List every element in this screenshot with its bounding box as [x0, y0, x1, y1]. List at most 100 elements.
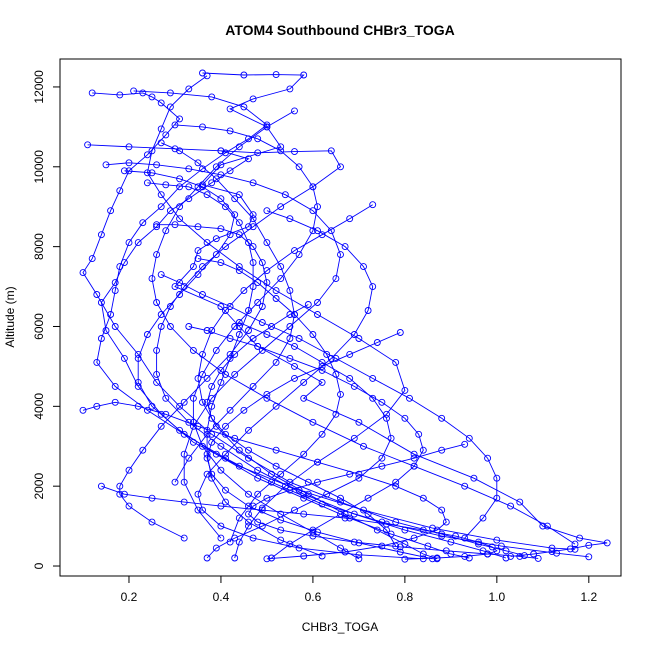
data-point	[231, 554, 239, 562]
data-point	[180, 430, 188, 438]
data-point	[102, 161, 110, 169]
y-axis-label: Altitude (m)	[3, 286, 17, 347]
data-point	[571, 545, 579, 553]
data-point	[189, 394, 197, 402]
data-point	[254, 466, 262, 474]
data-point	[369, 374, 377, 382]
y-tick-label: 0	[32, 562, 46, 569]
data-point	[217, 366, 225, 374]
data-point	[157, 139, 165, 147]
series-7	[120, 167, 473, 562]
data-point	[153, 223, 161, 231]
series-10	[102, 159, 344, 542]
data-point	[153, 370, 161, 378]
x-tick-label: 1.2	[580, 590, 597, 604]
data-point	[235, 538, 243, 546]
data-point	[419, 446, 427, 454]
data-point	[383, 414, 390, 422]
data-point	[235, 446, 243, 454]
data-point	[185, 195, 193, 203]
data-point	[369, 394, 377, 402]
data-point	[373, 526, 381, 534]
data-point	[194, 223, 202, 231]
data-point	[516, 552, 524, 560]
data-point	[245, 454, 252, 462]
data-point	[263, 555, 271, 563]
data-point	[286, 85, 294, 93]
data-point	[199, 506, 206, 514]
data-point	[286, 215, 294, 223]
data-point	[134, 378, 142, 386]
data-point	[272, 358, 280, 366]
data-point	[217, 303, 225, 310]
data-point	[548, 548, 556, 556]
data-point	[203, 72, 211, 80]
chart-title: ATOM4 Southbound CHBr3_TOGA	[225, 22, 454, 38]
data-point	[249, 534, 257, 542]
data-point	[332, 370, 340, 378]
data-point	[277, 147, 285, 155]
data-point	[176, 402, 184, 410]
data-point	[125, 143, 133, 151]
data-point	[484, 454, 492, 462]
data-point	[378, 462, 386, 470]
data-point	[360, 263, 367, 271]
data-point	[304, 478, 312, 486]
data-point	[217, 195, 225, 203]
data-point	[355, 418, 363, 426]
data-point	[304, 301, 312, 308]
data-point	[120, 167, 128, 175]
data-point	[180, 450, 188, 458]
data-point	[194, 506, 202, 514]
data-point	[217, 147, 225, 155]
data-point	[300, 552, 308, 560]
data-point	[314, 478, 321, 486]
data-point	[222, 203, 229, 211]
data-point	[171, 478, 179, 486]
data-point	[470, 474, 478, 482]
data-point	[318, 552, 326, 560]
data-point	[88, 255, 96, 263]
series-5	[143, 72, 409, 562]
data-point	[318, 366, 326, 374]
data-point	[148, 518, 156, 526]
series-line	[101, 485, 498, 560]
series-line	[161, 142, 295, 483]
data-point	[249, 223, 257, 231]
data-point	[226, 303, 234, 310]
y-tick-label: 4000	[32, 393, 46, 420]
data-point	[438, 506, 446, 514]
data-point	[346, 374, 354, 382]
data-point	[208, 327, 216, 334]
data-point	[245, 490, 252, 498]
data-point	[272, 402, 280, 410]
data-point	[231, 534, 239, 542]
data-point	[240, 287, 248, 295]
data-point	[318, 362, 326, 370]
series-line	[87, 144, 576, 550]
data-point	[157, 99, 165, 107]
data-point	[116, 263, 124, 271]
data-point	[120, 354, 128, 362]
data-point	[185, 454, 193, 462]
data-point	[245, 327, 252, 334]
series-line	[206, 332, 433, 560]
data-point	[429, 555, 436, 563]
data-point	[143, 151, 151, 159]
series-line	[188, 326, 424, 559]
data-point	[378, 398, 386, 406]
data-point	[249, 283, 257, 291]
data-point	[438, 414, 446, 422]
data-point	[97, 231, 105, 239]
data-point	[79, 269, 87, 277]
data-point	[258, 319, 266, 326]
data-point	[291, 374, 298, 382]
data-point	[300, 494, 308, 502]
data-point	[208, 179, 216, 187]
data-point	[327, 147, 335, 155]
data-point	[176, 279, 184, 287]
data-point	[166, 323, 174, 330]
data-point	[314, 311, 321, 318]
data-point	[157, 191, 165, 199]
data-point	[410, 462, 418, 470]
